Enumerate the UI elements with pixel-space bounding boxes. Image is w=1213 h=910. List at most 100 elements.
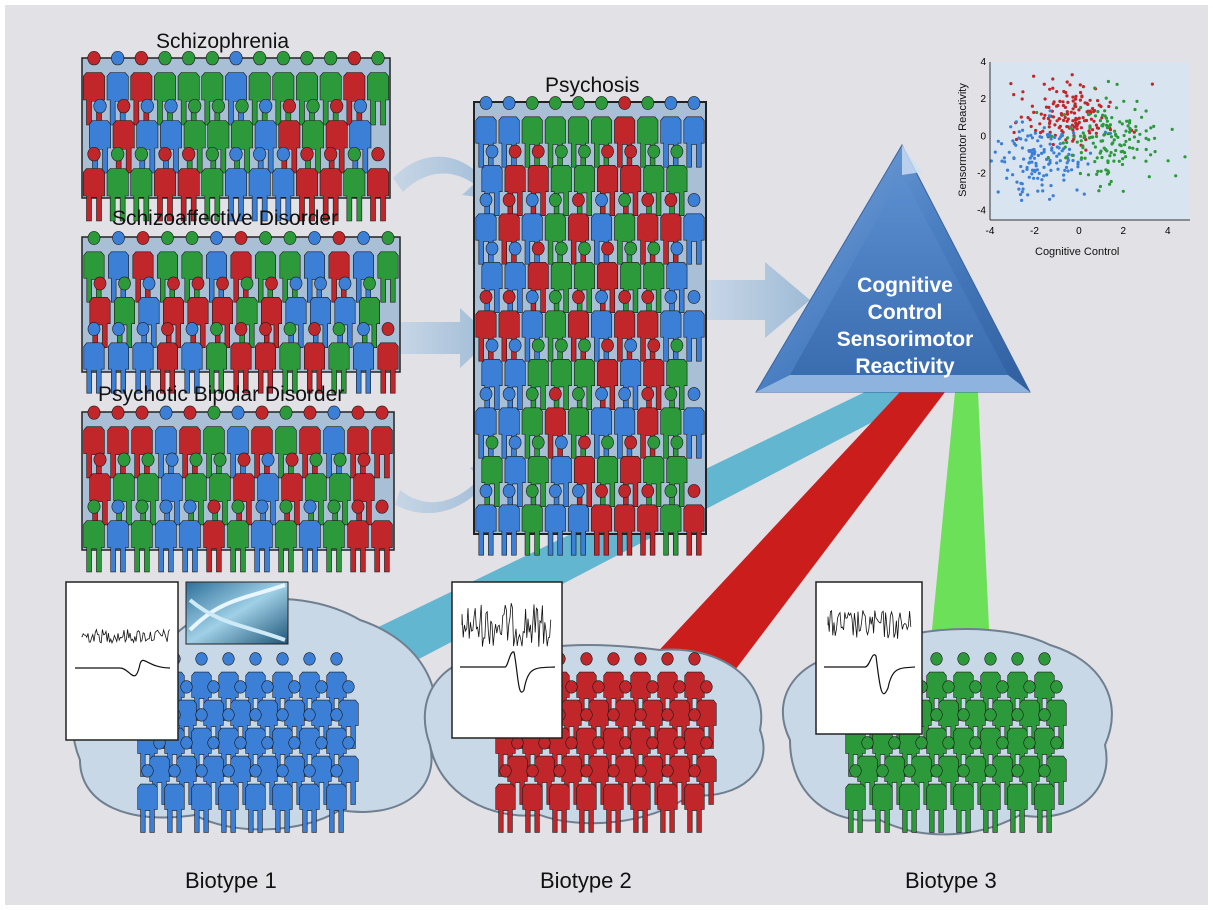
scatter-point [1067, 152, 1071, 156]
scatter-point [1086, 173, 1091, 177]
scatter-point [1058, 99, 1062, 103]
scatter-point [1051, 194, 1055, 198]
eeg-panel-3 [815, 581, 923, 735]
y-tick-label: 0 [980, 131, 986, 142]
scatter-point [1065, 112, 1070, 116]
scatter-point [1124, 139, 1128, 143]
scatter-point [1048, 158, 1052, 162]
scatter-point [1047, 162, 1051, 166]
scatter-point [1055, 154, 1059, 158]
scatter-point [1012, 130, 1016, 135]
scatter-point [1065, 94, 1069, 98]
label-bipolar: Psychotic Bipolar Disorder [98, 383, 345, 406]
eeg-panel-1 [65, 581, 179, 741]
scatter-point [1083, 101, 1087, 105]
scatter-point [1082, 192, 1086, 196]
scatter-point [1096, 126, 1101, 130]
scatter-point [1063, 145, 1067, 149]
scatter-point [1070, 168, 1074, 172]
scatter-point [1043, 113, 1047, 117]
scatter-point [1101, 139, 1105, 143]
scatter-point [1009, 82, 1013, 86]
scatter-point [1055, 119, 1059, 123]
scatter-point [1086, 109, 1090, 113]
scatter-point [1050, 134, 1054, 138]
scatter-point [1030, 160, 1034, 164]
scatter-point [1036, 176, 1040, 180]
scatter-point [1060, 133, 1065, 137]
scatter-point [1064, 165, 1069, 169]
scatter-point [1108, 123, 1112, 127]
scatter-point [1065, 119, 1069, 123]
scatter-point [1094, 131, 1098, 135]
scatter-point [1046, 116, 1050, 121]
scatter-point [1086, 102, 1090, 106]
scatter-point [1018, 192, 1023, 197]
scatter-point [1088, 151, 1093, 155]
scatter-point [1093, 160, 1097, 164]
scatter-point [1122, 143, 1127, 147]
scatter-point [1029, 124, 1033, 129]
scatter-point [1034, 164, 1038, 168]
scatter-point [1020, 120, 1024, 124]
triangle-line-3: Sensorimotor [836, 328, 974, 351]
scatter-point [1051, 142, 1055, 147]
scatter-point [1005, 168, 1010, 172]
scatter-point [1027, 161, 1031, 165]
scatter-point [1144, 159, 1148, 163]
x-tick-label: 2 [1121, 226, 1127, 237]
triangle-line-2: Control [867, 301, 943, 324]
scatter-point [1051, 86, 1055, 90]
scatter-point [1061, 103, 1065, 108]
scatter-point [1099, 169, 1103, 173]
scatter-point [1075, 140, 1079, 144]
triangle-line-4: Reactivity [855, 355, 955, 378]
scatter-point [1047, 125, 1051, 129]
scatter-point [1115, 82, 1119, 86]
scatter-point [1080, 156, 1084, 160]
scatter-point [1036, 189, 1040, 193]
scatter-point [1078, 98, 1082, 102]
scatter-point [1020, 146, 1024, 150]
scatter-point [1091, 141, 1095, 145]
scatter-point [1084, 148, 1088, 152]
scatter-point [1042, 126, 1046, 130]
scatter-point [1032, 74, 1036, 78]
scatter-point [1118, 120, 1122, 124]
x-tick-label: 4 [1165, 226, 1171, 237]
scatter-point [1093, 86, 1097, 90]
scatter-point [1144, 129, 1148, 133]
scatter-point [1048, 119, 1052, 123]
scatter-point [1149, 153, 1153, 157]
scatter-point [1104, 168, 1108, 172]
scatter-point [1121, 157, 1125, 161]
scatter-point [1075, 124, 1079, 128]
scatter-point [1019, 181, 1023, 185]
scatter-point [1030, 104, 1034, 108]
x-axis-label: Cognitive Control [1035, 246, 1120, 258]
scatter-point [1100, 116, 1104, 120]
scatter-point [1052, 151, 1056, 155]
scatter-point [1114, 106, 1119, 110]
scatter-point [1144, 147, 1148, 152]
scatter-point [1106, 159, 1110, 163]
scatter-point [1128, 146, 1132, 150]
scatter-point [1051, 115, 1055, 119]
scatter-point [1015, 180, 1019, 184]
scatter-point [1096, 110, 1100, 114]
scatter-point [1128, 137, 1132, 141]
scatter-point [1086, 162, 1090, 166]
scatter-point [1028, 156, 1032, 160]
scatter-point [1134, 125, 1138, 129]
scatter-point [1042, 150, 1046, 154]
scatter-point [1062, 173, 1066, 177]
scatter-chart: -4 -2 0 2 4 4 2 0 -2 -4 [977, 57, 1190, 237]
scatter-point [1109, 151, 1113, 155]
arrow-icon [707, 262, 810, 338]
scatter-point [1119, 144, 1123, 148]
scatter-point [1014, 143, 1018, 147]
scatter-point [1132, 156, 1136, 160]
scatter-point [1065, 155, 1069, 159]
scatter-point [1064, 138, 1068, 142]
